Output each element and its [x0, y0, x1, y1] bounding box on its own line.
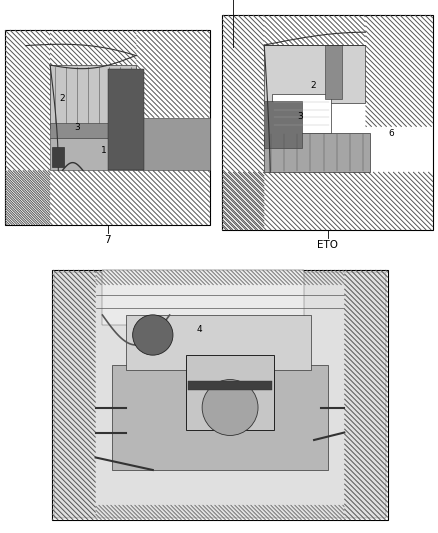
- Text: 7: 7: [104, 235, 111, 245]
- Circle shape: [133, 315, 173, 355]
- Text: 1: 1: [101, 147, 106, 156]
- Bar: [52, 270, 388, 520]
- Bar: [264, 101, 302, 148]
- Text: 6: 6: [388, 129, 394, 138]
- Text: ETO: ETO: [317, 240, 338, 250]
- Bar: [113, 365, 328, 470]
- Text: 2: 2: [310, 82, 315, 91]
- Bar: [52, 147, 64, 166]
- Bar: [54, 272, 386, 518]
- Bar: [188, 381, 272, 390]
- Bar: [50, 138, 136, 171]
- Bar: [325, 45, 342, 99]
- Bar: [102, 270, 304, 325]
- Bar: [136, 118, 210, 171]
- Bar: [5, 30, 210, 225]
- Bar: [222, 15, 433, 230]
- Circle shape: [202, 379, 258, 435]
- Text: 4: 4: [197, 326, 203, 335]
- Bar: [264, 133, 370, 172]
- Bar: [126, 315, 311, 370]
- Bar: [107, 69, 145, 171]
- Bar: [50, 123, 136, 138]
- Bar: [50, 65, 136, 128]
- Bar: [272, 94, 331, 133]
- Bar: [264, 45, 365, 103]
- Text: 2: 2: [60, 94, 65, 103]
- Text: 3: 3: [297, 111, 303, 120]
- Text: 3: 3: [74, 123, 80, 132]
- Bar: [187, 355, 274, 430]
